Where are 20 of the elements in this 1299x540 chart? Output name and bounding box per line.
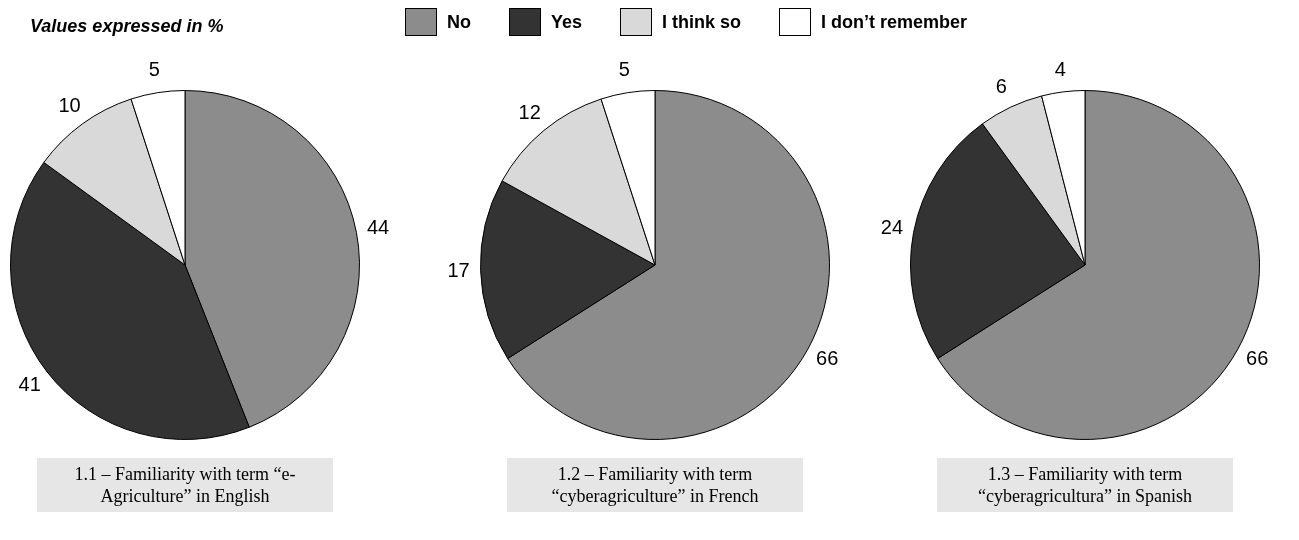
data-label: 4 [1054,57,1066,80]
data-label: 5 [148,58,160,81]
data-label: 66 [1246,347,1269,370]
text: 1.3 – Familiarity with term “cyberagricultura” in Spanish [937,458,1233,512]
data-label: 41 [18,372,41,395]
text: 1.2 – Familiarity with term “cyberagriculture” in French [507,458,803,512]
legend-label: No [447,11,471,33]
text: Values expressed in % [30,16,224,37]
legend-label: I don’t remember [821,11,968,33]
data-label: 10 [58,93,81,116]
data-label: 5 [618,58,630,81]
data-label: 12 [518,101,541,124]
text: 1.1 – Familiarity with term “e-Agriculture” in English [37,458,333,512]
data-label: 6 [995,74,1007,97]
data-label: 17 [447,258,470,281]
data-label: 24 [880,215,904,238]
data-label: 44 [366,215,390,238]
legend-label: I think so [662,11,742,33]
data-label: 66 [816,347,839,370]
legend-label: Yes [551,11,583,33]
